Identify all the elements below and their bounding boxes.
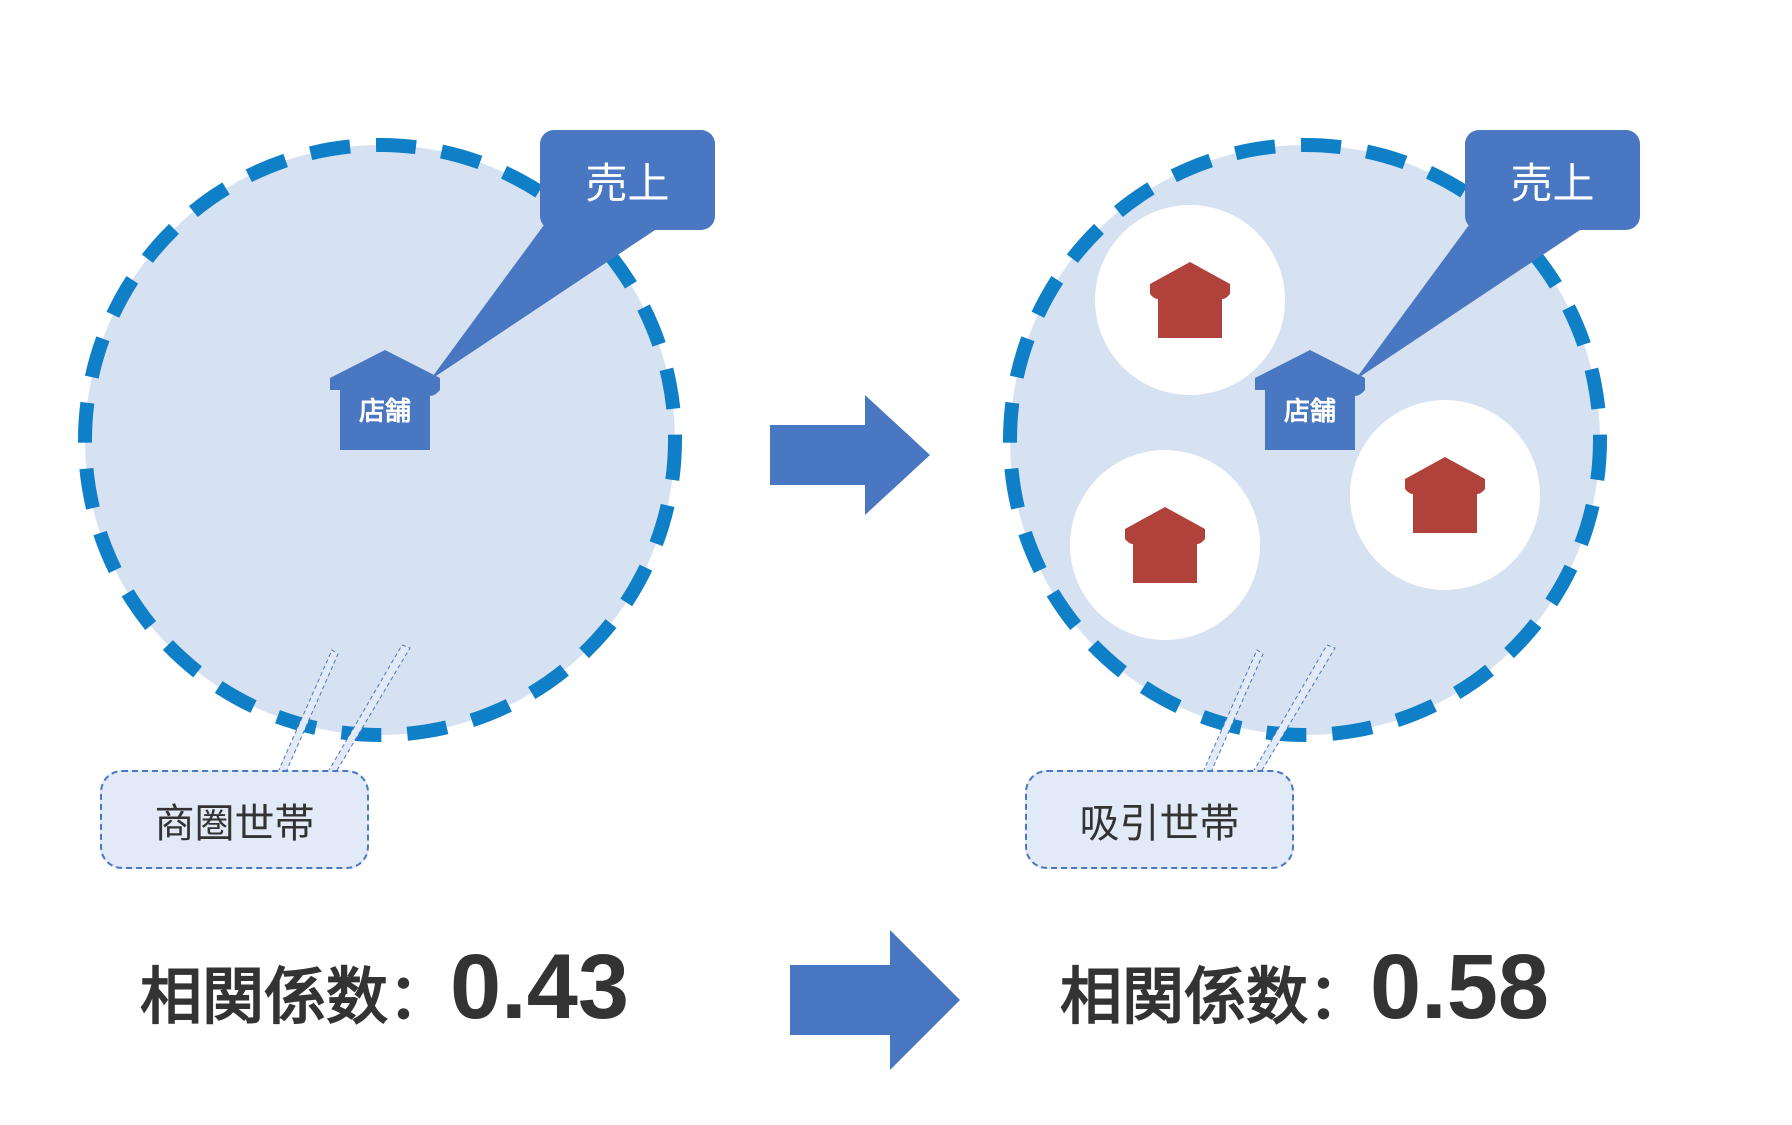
right-store-label: 店舗	[1284, 396, 1336, 426]
left-sales-label: 売上	[585, 150, 669, 211]
bottom-right-label: 相関係数：0.58	[1060, 935, 1549, 1040]
center-arrow-icon	[770, 395, 930, 515]
right-pill-label: 吸引世帯	[1080, 791, 1240, 849]
diagram-stage: 店舗 店舗 売上 売上 商圏世帯 吸引世帯	[0, 0, 1792, 1125]
right-sales-label: 売上	[1510, 150, 1594, 211]
bottom-left-label: 相関係数：0.43	[140, 935, 629, 1040]
bottom-left-value: 0.43	[450, 936, 629, 1038]
right-pill-attracted-households: 吸引世帯	[1025, 770, 1294, 869]
left-sales-callout: 売上	[540, 130, 715, 230]
left-pill-trade-area: 商圏世帯	[100, 770, 369, 869]
left-store-label: 店舗	[359, 396, 411, 426]
bottom-right-prefix: 相関係数：	[1060, 963, 1370, 1032]
bottom-right-value: 0.58	[1370, 936, 1549, 1038]
bottom-arrow-icon	[790, 930, 960, 1070]
left-pill-label: 商圏世帯	[155, 791, 315, 849]
bottom-left-prefix: 相関係数：	[140, 963, 450, 1032]
right-sales-callout: 売上	[1465, 130, 1640, 230]
